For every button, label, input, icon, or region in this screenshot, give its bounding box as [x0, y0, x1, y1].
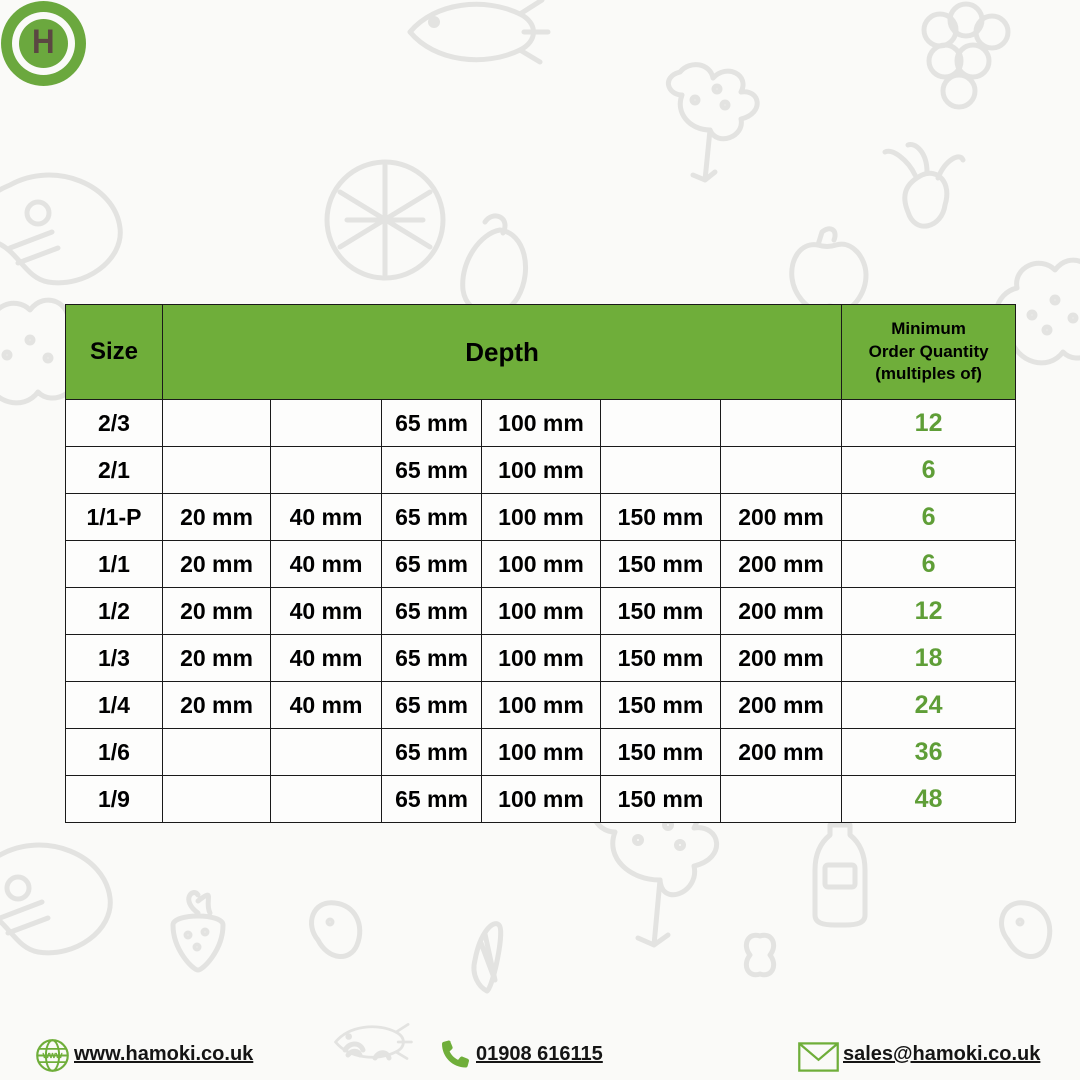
svg-text:WWW: WWW [43, 1053, 63, 1060]
